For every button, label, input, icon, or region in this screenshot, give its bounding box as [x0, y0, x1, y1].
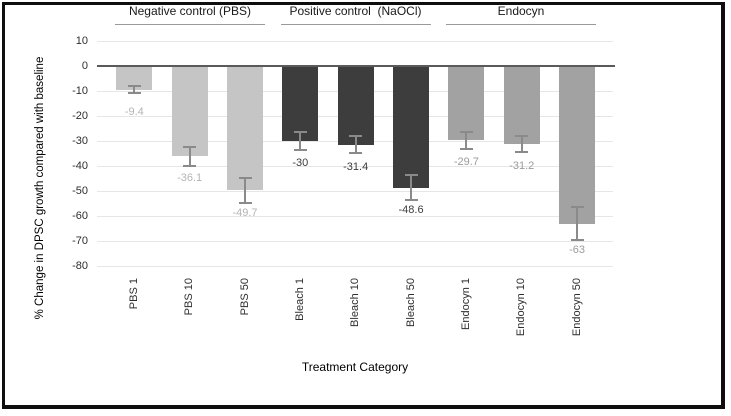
group-header-underline	[115, 24, 265, 25]
gridline	[97, 216, 613, 217]
error-bar-stem	[244, 177, 246, 203]
bar	[227, 66, 263, 191]
y-axis-title: % Change in DPSC growth compared with ba…	[30, 40, 50, 335]
bar	[116, 66, 153, 90]
error-bar-cap-bottom	[349, 151, 363, 154]
error-bar-stem	[354, 136, 357, 153]
y-tick-label: -70	[72, 235, 88, 247]
error-bar-stem	[133, 86, 136, 93]
error-bar-cap-top	[238, 176, 252, 179]
zero-axis-line	[97, 64, 615, 67]
error-bar-cap-top	[349, 135, 363, 138]
error-bar-stem	[465, 131, 468, 149]
bar-value-label: -31.2	[509, 160, 535, 172]
y-tick-label: -40	[72, 160, 88, 172]
y-tick-label: -30	[72, 135, 88, 147]
bar	[448, 66, 485, 141]
y-tick-label: -10	[72, 85, 88, 97]
error-bar-cap-top	[183, 145, 197, 148]
x-category-label: Endocyn 10	[515, 278, 528, 337]
x-category-label: Endocyn 50	[570, 278, 583, 337]
bar	[337, 66, 374, 145]
x-axis-title: Treatment Category	[301, 360, 409, 374]
group-header: Positive control (NaOCl)	[289, 4, 422, 18]
error-bar-cap-bottom	[183, 164, 197, 167]
y-tick-label: 10	[75, 35, 88, 47]
error-bar-cap-top	[515, 135, 529, 137]
gridline	[97, 166, 613, 167]
group-header-underline	[280, 24, 431, 25]
bar-value-label: -48.6	[398, 204, 424, 216]
x-category-label: Bleach 1	[293, 278, 306, 321]
y-tick-label: -20	[72, 110, 88, 122]
error-bar-cap-bottom	[404, 199, 418, 201]
error-bar-cap-top	[127, 85, 141, 87]
error-bar-stem	[410, 175, 413, 200]
bar-value-label: -36.1	[177, 172, 203, 185]
error-bar-cap-bottom	[515, 151, 529, 153]
gridline	[97, 41, 613, 42]
error-bar-cap-bottom	[127, 92, 141, 94]
error-bar-cap-top	[404, 174, 418, 176]
error-bar-cap-top	[459, 130, 473, 133]
x-category-label: PBS 50	[238, 278, 251, 316]
x-category-label: PBS 1	[127, 278, 140, 310]
y-tick-label: 0	[81, 60, 88, 72]
group-header: Endocyn	[497, 4, 545, 18]
y-axis-title-text: % Change in DPSC growth compared with ba…	[34, 56, 46, 319]
error-bar-stem	[188, 146, 191, 166]
error-bar-stem	[299, 132, 302, 150]
error-bar-stem	[520, 136, 523, 152]
y-tick-label: -50	[72, 185, 88, 197]
bar	[559, 66, 596, 224]
x-category-label: Bleach 50	[404, 278, 417, 327]
error-bar-stem	[576, 207, 579, 240]
gridline	[97, 191, 613, 192]
error-bar-cap-bottom	[293, 148, 307, 151]
error-bar-cap-bottom	[570, 238, 584, 241]
bar-value-label: -63	[569, 243, 586, 256]
bar-value-label: -9.4	[124, 105, 144, 118]
x-category-label: Bleach 10	[349, 278, 362, 327]
error-bar-cap-bottom	[459, 148, 473, 150]
gridline	[97, 241, 613, 242]
group-header-underline	[446, 24, 596, 25]
x-category-label: PBS 10	[183, 278, 196, 316]
bar-value-label: -31.4	[343, 160, 369, 173]
bar	[171, 66, 208, 157]
gridline	[97, 266, 613, 267]
error-bar-cap-bottom	[238, 201, 252, 204]
x-category-label: Endocyn 1	[459, 278, 472, 330]
bar-value-label: -30	[292, 157, 309, 169]
bar	[393, 66, 430, 188]
bar-value-label: -49.7	[232, 206, 258, 219]
y-tick-label: -60	[72, 210, 88, 222]
bar	[503, 66, 540, 144]
group-header: Negative control (PBS)	[128, 4, 252, 18]
bar	[282, 66, 319, 141]
error-bar-cap-top	[293, 131, 307, 134]
error-bar-cap-top	[570, 206, 584, 209]
y-tick-label: -80	[72, 260, 88, 272]
bar-value-label: -29.7	[453, 156, 479, 169]
